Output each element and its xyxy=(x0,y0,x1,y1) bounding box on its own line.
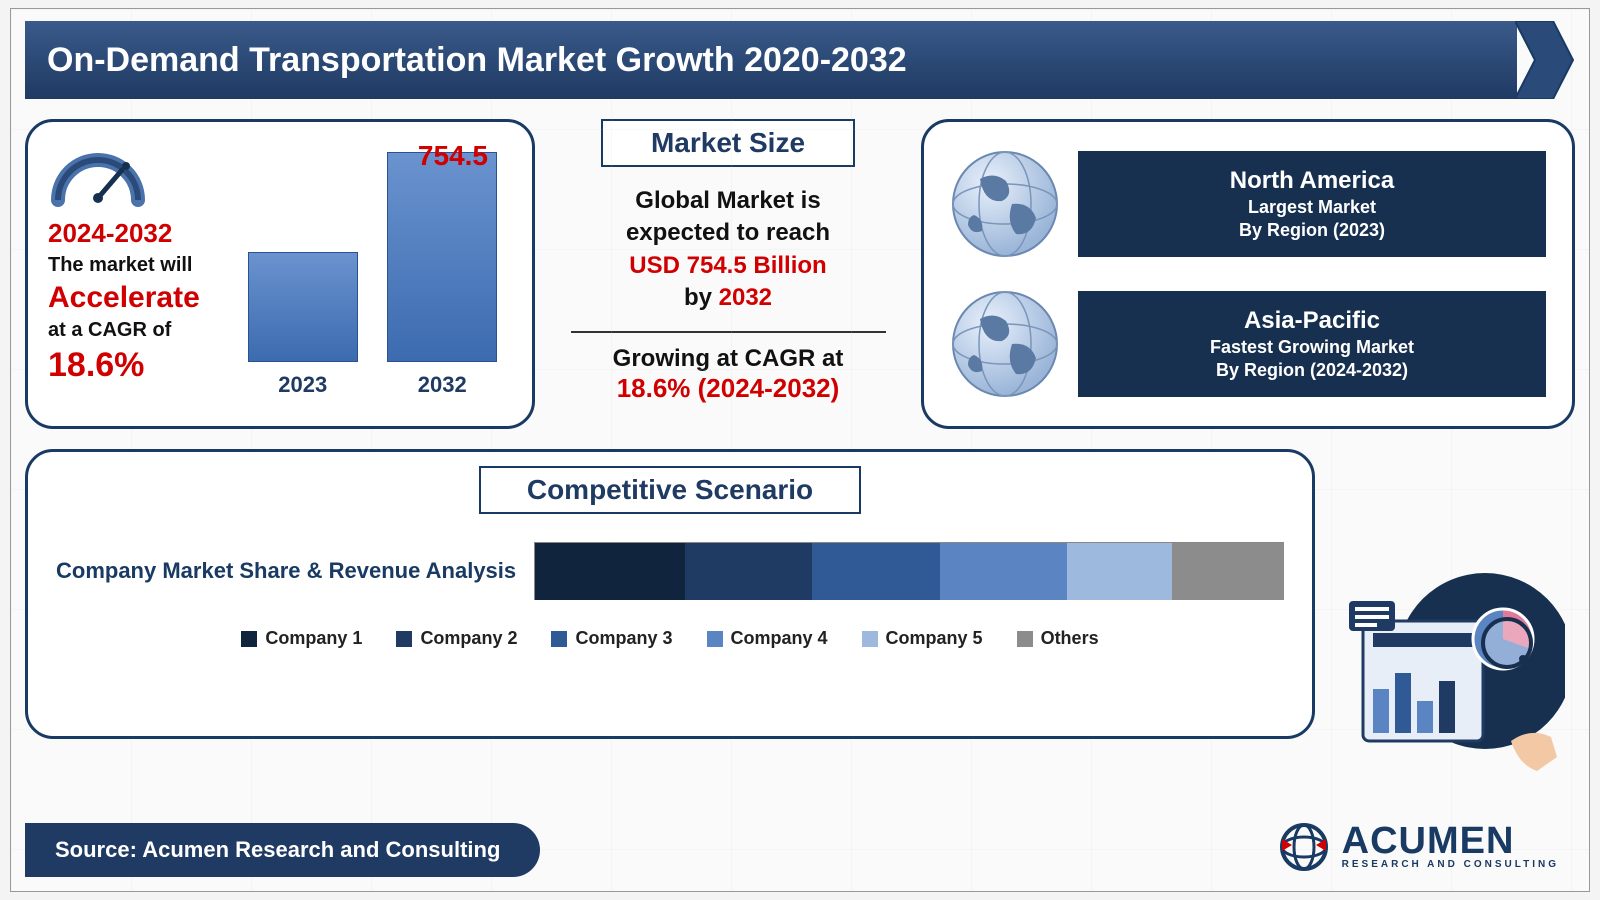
market-size-body: Global Market is expected to reach USD 7… xyxy=(626,185,830,315)
market-size-growth: Growing at CAGR at 18.6% (2024-2032) xyxy=(613,345,844,404)
logo-main: ACUMEN xyxy=(1342,824,1559,858)
legend-item: Company 3 xyxy=(551,628,672,649)
competitive-card: Competitive Scenario Company Market Shar… xyxy=(25,449,1315,739)
globe-logo-icon xyxy=(1278,821,1330,873)
ms-value: USD 754.5 Billion xyxy=(626,250,830,282)
competitive-legend: Company 1 Company 2 Company 3 Company 4 Comp… xyxy=(56,628,1284,649)
accel-year-range: 2024-2032 xyxy=(48,218,233,249)
bar-label: 2032 xyxy=(418,372,467,398)
source-text: Source: Acumen Research and Consulting xyxy=(55,837,500,862)
bar-group: 2032 xyxy=(387,152,497,398)
legend-label: Company 3 xyxy=(575,628,672,649)
legend-swatch xyxy=(1017,631,1033,647)
legend-swatch xyxy=(862,631,878,647)
acumen-logo: ACUMEN RESEARCH AND CONSULTING xyxy=(1278,821,1559,873)
bar-label: 2023 xyxy=(278,372,327,398)
legend-item: Company 4 xyxy=(707,628,828,649)
share-segment xyxy=(1172,543,1284,600)
region-title: Asia-Pacific xyxy=(1098,307,1526,335)
bar xyxy=(248,252,358,362)
logo-sub: RESEARCH AND CONSULTING xyxy=(1342,859,1559,870)
bar-value: 754.5 xyxy=(418,140,488,172)
ms-grow-value: 18.6% (2024-2032) xyxy=(613,373,844,404)
speedometer-icon xyxy=(48,140,148,210)
share-segment xyxy=(535,543,685,600)
accelerate-card: 2024-2032 The market will Accelerate at … xyxy=(25,119,535,429)
region-chip: North AmericaLargest MarketBy Region (20… xyxy=(1078,151,1546,257)
accelerate-text-block: 2024-2032 The market will Accelerate at … xyxy=(48,140,233,408)
analytics-illustration-icon xyxy=(1325,561,1565,781)
competitive-heading: Competitive Scenario xyxy=(479,466,861,514)
bar-group: 2023 xyxy=(248,252,358,398)
region-row: North AmericaLargest MarketBy Region (20… xyxy=(950,149,1546,259)
top-row: 2024-2032 The market will Accelerate at … xyxy=(25,119,1575,429)
legend-swatch xyxy=(396,631,412,647)
title-ribbon: On-Demand Transportation Market Growth 2… xyxy=(25,21,1517,99)
regions-card: North AmericaLargest MarketBy Region (20… xyxy=(921,119,1575,429)
logo-text: ACUMEN RESEARCH AND CONSULTING xyxy=(1342,824,1559,869)
legend-item: Others xyxy=(1017,628,1099,649)
legend-swatch xyxy=(241,631,257,647)
divider xyxy=(571,331,886,333)
ms-grow-line: Growing at CAGR at xyxy=(613,345,844,373)
legend-label: Company 5 xyxy=(886,628,983,649)
market-size-block: Market Size Global Market is expected to… xyxy=(553,119,903,429)
ms-line2: expected to reach xyxy=(626,217,830,249)
legend-item: Company 1 xyxy=(241,628,362,649)
share-segment xyxy=(685,543,812,600)
ms-by: by 2032 xyxy=(626,282,830,314)
ms-by-word: by xyxy=(684,284,719,311)
accel-cagr-value: 18.6% xyxy=(48,346,233,385)
legend-label: Company 1 xyxy=(265,628,362,649)
title-chevron-icon xyxy=(1515,21,1575,99)
legend-swatch xyxy=(707,631,723,647)
infographic-frame: On-Demand Transportation Market Growth 2… xyxy=(10,8,1590,892)
region-sub2: By Region (2024-2032) xyxy=(1098,360,1526,381)
source-bar: Source: Acumen Research and Consulting xyxy=(25,823,540,877)
accel-line2: at a CAGR of xyxy=(48,319,233,342)
region-sub1: Fastest Growing Market xyxy=(1098,337,1526,358)
competitive-row: Company Market Share & Revenue Analysis xyxy=(56,542,1284,600)
legend-label: Others xyxy=(1041,628,1099,649)
share-segment xyxy=(940,543,1067,600)
market-size-heading: Market Size xyxy=(601,119,855,167)
page-title: On-Demand Transportation Market Growth 2… xyxy=(47,41,907,80)
accelerate-bar-chart: 2023 2032 754.5 xyxy=(233,140,512,408)
share-segment xyxy=(812,543,939,600)
ms-by-year: 2032 xyxy=(719,284,772,311)
legend-swatch xyxy=(551,631,567,647)
market-share-stacked-bar xyxy=(534,542,1284,600)
region-sub2: By Region (2023) xyxy=(1098,220,1526,241)
legend-label: Company 2 xyxy=(420,628,517,649)
legend-item: Company 2 xyxy=(396,628,517,649)
region-chip: Asia-PacificFastest Growing MarketBy Reg… xyxy=(1078,291,1546,397)
legend-item: Company 5 xyxy=(862,628,983,649)
competitive-label: Company Market Share & Revenue Analysis xyxy=(56,558,516,584)
ms-line1: Global Market is xyxy=(626,185,830,217)
legend-label: Company 4 xyxy=(731,628,828,649)
title-bar: On-Demand Transportation Market Growth 2… xyxy=(25,21,1575,99)
share-segment xyxy=(1067,543,1172,600)
accel-line1: The market will xyxy=(48,253,233,277)
competitive-heading-wrap: Competitive Scenario xyxy=(56,466,1284,514)
globe-icon xyxy=(950,289,1060,399)
region-sub1: Largest Market xyxy=(1098,197,1526,218)
globe-icon xyxy=(950,149,1060,259)
region-title: North America xyxy=(1098,167,1526,195)
accel-word: Accelerate xyxy=(48,281,233,315)
region-row: Asia-PacificFastest Growing MarketBy Reg… xyxy=(950,289,1546,399)
bar xyxy=(387,152,497,362)
